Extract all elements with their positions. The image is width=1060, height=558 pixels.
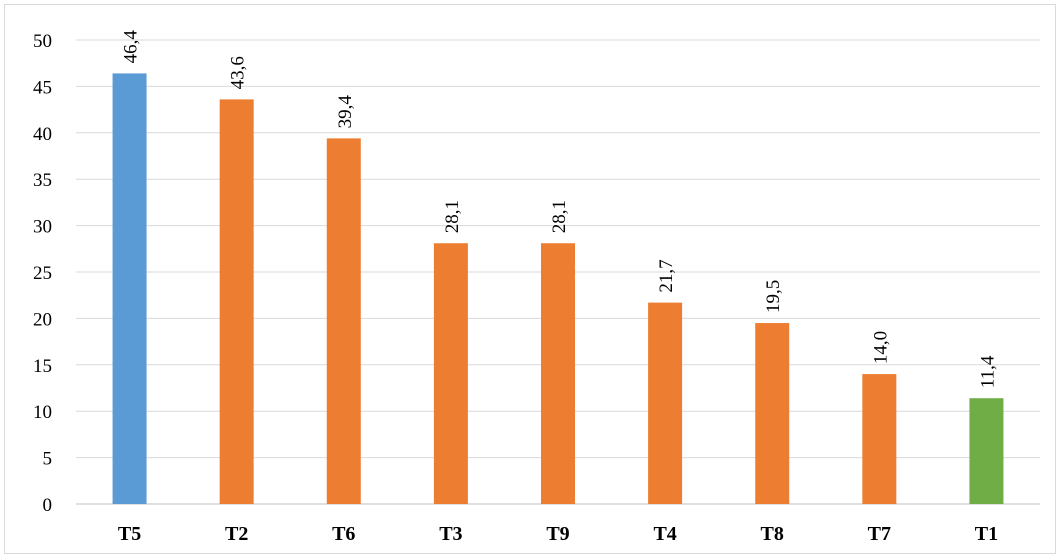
bar-t2 bbox=[219, 99, 254, 504]
data-label: 28,1 bbox=[442, 200, 463, 233]
bar-t8 bbox=[755, 323, 790, 504]
x-category-label: T9 bbox=[546, 523, 569, 545]
y-tick-label: 35 bbox=[33, 170, 52, 191]
bar-t9 bbox=[541, 243, 575, 504]
x-category-label: T7 bbox=[868, 523, 891, 545]
x-category-label: T5 bbox=[118, 523, 141, 545]
y-tick-label: 25 bbox=[33, 263, 52, 284]
data-label: 39,4 bbox=[335, 95, 356, 129]
data-label: 14,0 bbox=[870, 331, 891, 364]
y-tick-label: 15 bbox=[33, 356, 52, 377]
data-label: 46,4 bbox=[121, 30, 142, 64]
bar-t5 bbox=[112, 73, 147, 505]
data-label: 43,6 bbox=[228, 56, 249, 89]
data-label: 28,1 bbox=[549, 200, 570, 233]
bar-t6 bbox=[326, 138, 361, 505]
x-category-label: T8 bbox=[761, 523, 784, 545]
data-label: 19,5 bbox=[763, 280, 784, 313]
x-category-label: T3 bbox=[439, 523, 462, 545]
y-tick-label: 45 bbox=[33, 77, 52, 98]
bar-t1 bbox=[969, 398, 1004, 504]
y-tick-label: 0 bbox=[43, 495, 53, 516]
x-category-label: T4 bbox=[653, 523, 676, 545]
bar-t7 bbox=[862, 374, 897, 504]
data-label: 11,4 bbox=[977, 355, 998, 388]
x-category-label: T1 bbox=[975, 523, 998, 545]
x-category-label: T2 bbox=[225, 523, 248, 545]
y-tick-label: 10 bbox=[33, 402, 52, 423]
bar-t3 bbox=[433, 243, 468, 504]
y-tick-label: 5 bbox=[43, 449, 53, 470]
y-tick-label: 20 bbox=[33, 309, 52, 330]
data-label: 21,7 bbox=[656, 259, 677, 292]
y-tick-label: 40 bbox=[33, 124, 52, 145]
y-tick-label: 50 bbox=[33, 31, 52, 52]
y-tick-label: 30 bbox=[33, 217, 52, 238]
x-category-label: T6 bbox=[332, 523, 355, 545]
bar-t4 bbox=[648, 302, 683, 504]
